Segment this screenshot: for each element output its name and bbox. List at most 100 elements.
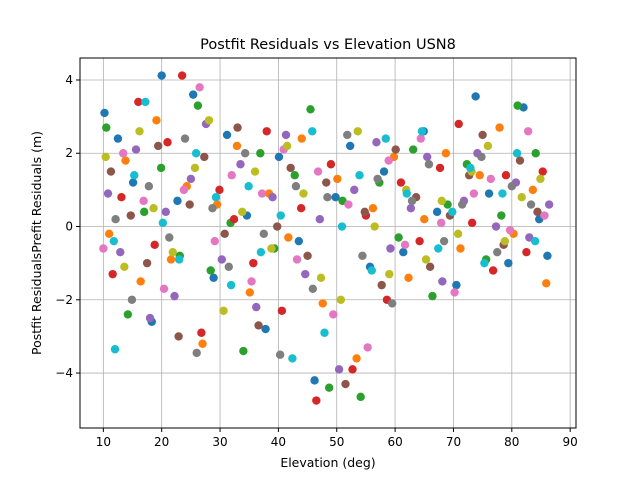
data-point <box>256 149 265 158</box>
data-point <box>308 127 317 136</box>
data-point <box>157 71 166 80</box>
y-tick-label: −4 <box>55 366 73 380</box>
data-point <box>322 178 331 187</box>
data-point <box>526 200 536 209</box>
data-point <box>250 167 260 176</box>
data-point <box>206 266 215 275</box>
data-point <box>434 244 443 253</box>
data-point <box>420 214 429 224</box>
data-point <box>113 134 123 143</box>
data-point <box>356 392 365 402</box>
data-point <box>166 255 176 264</box>
data-point <box>136 277 145 286</box>
data-point <box>348 365 357 374</box>
data-point <box>341 379 350 389</box>
data-point <box>458 200 467 209</box>
data-point <box>437 196 446 206</box>
data-point <box>533 207 542 217</box>
data-point <box>350 185 359 195</box>
data-point <box>215 185 224 195</box>
data-point <box>435 163 445 173</box>
data-point <box>484 189 494 198</box>
data-point <box>329 310 338 319</box>
data-point <box>175 255 184 264</box>
data-point <box>512 149 522 158</box>
data-point <box>291 182 301 191</box>
data-point <box>323 193 332 202</box>
data-point <box>247 277 256 286</box>
data-point <box>288 354 297 363</box>
x-tick-label: 70 <box>446 435 461 449</box>
data-point <box>316 273 326 283</box>
data-point <box>522 247 531 257</box>
x-tick-label: 80 <box>504 435 519 449</box>
data-point <box>177 71 187 80</box>
data-point <box>134 97 143 107</box>
x-axis-label: Elevation (deg) <box>280 455 375 470</box>
data-point <box>315 214 325 224</box>
data-point <box>495 123 504 132</box>
data-point <box>297 134 306 143</box>
data-point <box>536 174 545 184</box>
data-point <box>208 203 217 213</box>
data-point <box>118 149 128 158</box>
data-point <box>240 149 250 158</box>
data-point <box>381 134 390 143</box>
data-point <box>229 214 239 224</box>
y-axis-label: Postfit ResidualsPrefit Residuals (m) <box>29 131 44 355</box>
data-point <box>149 203 158 213</box>
data-point <box>497 211 506 220</box>
data-point <box>290 171 299 180</box>
data-point <box>504 258 513 268</box>
data-point <box>180 134 190 143</box>
data-point <box>384 156 393 165</box>
data-point <box>408 145 418 154</box>
data-point <box>399 247 408 257</box>
data-point <box>313 167 323 176</box>
data-point <box>296 203 306 213</box>
data-point <box>249 258 258 268</box>
data-point <box>139 196 148 206</box>
data-point <box>239 346 248 356</box>
data-point <box>204 116 214 125</box>
data-point <box>517 193 526 202</box>
data-point <box>292 255 302 264</box>
data-point <box>192 348 201 358</box>
data-point <box>454 119 463 129</box>
data-point <box>367 266 376 275</box>
data-point <box>99 244 108 253</box>
data-point <box>273 222 282 231</box>
data-point <box>333 174 342 184</box>
data-point <box>507 182 517 191</box>
data-point <box>116 247 125 257</box>
data-point <box>326 160 336 169</box>
data-point <box>385 269 394 279</box>
data-point <box>127 295 137 304</box>
axes-frame <box>79 57 577 429</box>
data-point <box>150 240 159 250</box>
data-point <box>139 207 149 217</box>
data-point <box>198 339 207 348</box>
data-point <box>423 152 432 162</box>
data-point <box>301 269 310 279</box>
data-point <box>501 171 511 180</box>
data-point <box>312 396 321 405</box>
data-point <box>372 138 381 147</box>
data-point <box>318 299 327 308</box>
data-point <box>368 203 378 213</box>
data-points <box>99 71 554 405</box>
data-point <box>131 145 141 154</box>
data-point <box>299 189 308 198</box>
data-point <box>500 236 510 246</box>
data-point <box>400 240 410 250</box>
y-tick-label: −2 <box>55 293 73 307</box>
data-point <box>163 138 172 147</box>
data-point <box>486 174 496 184</box>
data-point <box>191 149 201 158</box>
data-point <box>128 178 138 187</box>
data-point <box>491 222 501 231</box>
data-point <box>121 156 130 165</box>
data-point <box>303 251 312 261</box>
data-point <box>505 225 515 235</box>
data-point <box>159 284 169 293</box>
